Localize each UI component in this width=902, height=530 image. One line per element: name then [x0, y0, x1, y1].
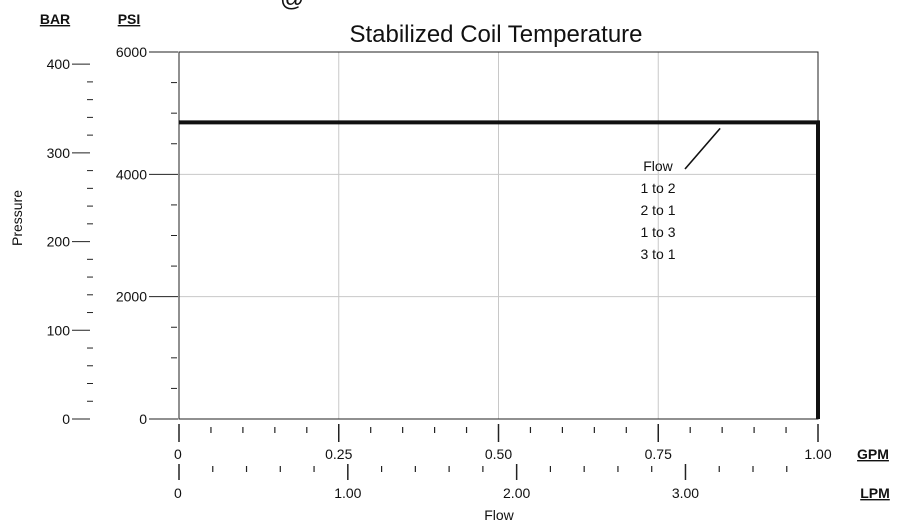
bar-tick-label: 300 [47, 145, 71, 161]
grid [179, 52, 818, 419]
annotation-line: 3 to 1 [640, 246, 675, 262]
annotation-line: 2 to 1 [640, 202, 675, 218]
gpm-tick-label: 0.50 [485, 446, 512, 462]
lpm-tick-label: 3.00 [672, 485, 699, 501]
gpm-axis: 0 0.25 0.50 0.75 1.00 [174, 424, 832, 462]
series-layer [179, 120, 820, 419]
bar-tick-label: 200 [47, 234, 71, 250]
bar-tick-label: 400 [47, 56, 71, 72]
pressure-drop-line [179, 120, 820, 419]
bar-unit-label: BAR [40, 11, 70, 27]
gpm-unit-label: GPM [857, 446, 889, 462]
psi-tick-label: 4000 [116, 166, 147, 182]
flow-annotation: Flow 1 to 2 2 to 1 1 to 3 3 to 1 [640, 127, 721, 262]
psi-axis: 0 2000 4000 6000 [116, 44, 178, 427]
psi-tick-label: 2000 [116, 289, 147, 305]
lpm-tick-label: 0 [174, 485, 182, 501]
lpm-tick-label: 1.00 [334, 485, 361, 501]
bar-tick-label: 0 [62, 411, 70, 427]
annotation-leader-line [684, 127, 721, 170]
gpm-tick-label: 0.25 [325, 446, 352, 462]
annotation-line: Flow [643, 158, 673, 174]
lpm-tick-label: 2.00 [503, 485, 530, 501]
bar-axis: 0 100 200 300 400 [47, 56, 93, 427]
gpm-tick-label: 1.00 [804, 446, 831, 462]
gpm-tick-label: 0 [174, 446, 182, 462]
chart-title-partial: @ [280, 0, 304, 12]
x-axis-title: Flow [484, 507, 514, 523]
annotation-line: 1 to 2 [640, 180, 675, 196]
chart-title: Stabilized Coil Temperature [349, 21, 642, 48]
lpm-unit-label: LPM [860, 485, 890, 501]
y-axis-title: Pressure [9, 190, 25, 246]
psi-tick-label: 6000 [116, 44, 147, 60]
annotation-line: 1 to 3 [640, 224, 675, 240]
psi-tick-label: 0 [139, 411, 147, 427]
gpm-tick-label: 0.75 [645, 446, 672, 462]
lpm-axis: 0 1.00 2.00 3.00 [174, 464, 788, 501]
psi-unit-label: PSI [118, 11, 141, 27]
bar-tick-label: 100 [47, 322, 71, 338]
